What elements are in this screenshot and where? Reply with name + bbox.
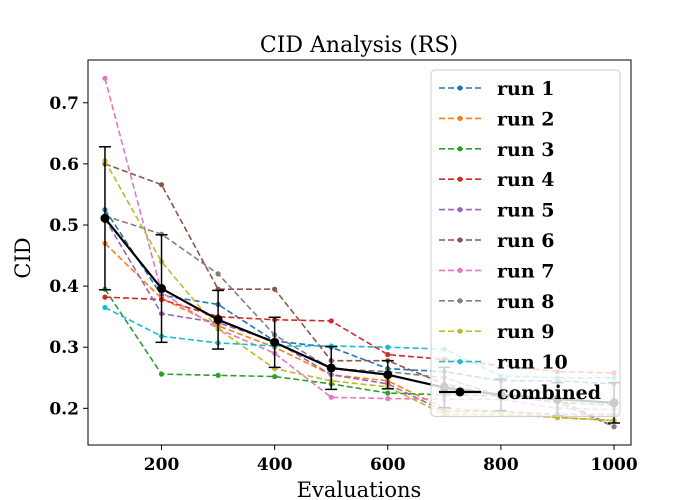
legend-item: run 2 — [439, 108, 554, 130]
legend-swatch-marker — [457, 267, 463, 273]
legend-swatch-marker — [457, 237, 463, 243]
data-point — [385, 395, 391, 402]
legend-item: run 3 — [439, 139, 554, 161]
legend-item: run 5 — [439, 200, 554, 222]
y-tick-label: 0.2 — [49, 399, 79, 419]
legend-swatch-marker — [457, 115, 463, 121]
data-point — [100, 213, 110, 223]
data-point — [157, 284, 167, 294]
data-point — [102, 75, 108, 81]
y-tick-label: 0.3 — [49, 338, 79, 358]
legend-swatch-marker — [457, 359, 463, 365]
y-tick-label: 0.5 — [49, 216, 79, 236]
legend-label: run 8 — [497, 291, 554, 313]
data-point — [158, 182, 165, 188]
data-point — [385, 390, 391, 396]
data-point — [326, 363, 336, 373]
data-point — [383, 370, 393, 380]
legend-item: run 6 — [439, 230, 554, 252]
data-point — [102, 294, 108, 300]
legend-swatch-marker — [457, 328, 463, 334]
legend-label: run 7 — [497, 260, 554, 282]
legend-box — [430, 69, 621, 417]
legend-swatch-marker — [457, 176, 463, 182]
legend-item: run 10 — [439, 352, 568, 374]
data-point — [328, 394, 334, 400]
legend-swatch-marker — [457, 146, 463, 152]
legend: run 1 run 2 run 3 run 4 run 5 run 6 run 7 run 8… — [430, 69, 621, 417]
y-tick-label: 0.6 — [49, 155, 79, 175]
data-point — [385, 344, 391, 350]
chart-title: CID Analysis (RS) — [260, 33, 458, 58]
legend-label: run 1 — [497, 78, 554, 100]
x-tick-label: 600 — [370, 455, 406, 475]
data-point — [270, 337, 280, 347]
legend-item: combined — [439, 382, 601, 404]
legend-label: run 6 — [497, 230, 554, 252]
legend-swatch-marker — [455, 387, 465, 397]
legend-label: run 3 — [497, 139, 554, 161]
legend-swatch-marker — [457, 298, 463, 304]
legend-label: run 5 — [497, 200, 554, 222]
y-tick-label: 0.4 — [49, 277, 79, 297]
legend-label: run 2 — [497, 108, 554, 130]
legend-item: run 7 — [439, 260, 554, 282]
data-point — [385, 351, 391, 358]
legend-swatch-marker — [457, 207, 463, 213]
x-tick-label: 1000 — [590, 455, 637, 475]
data-point — [102, 304, 108, 311]
x-tick-label: 200 — [144, 455, 180, 475]
data-point — [272, 373, 278, 380]
legend-item: run 1 — [439, 78, 554, 100]
legend-item: run 4 — [439, 169, 554, 191]
data-point — [272, 286, 278, 292]
legend-swatch-marker — [457, 85, 463, 91]
series-line — [104, 78, 615, 411]
legend-label: combined — [497, 382, 601, 404]
axes-frame — [87, 59, 632, 446]
data-point — [215, 372, 221, 378]
legend-item: run 9 — [439, 321, 554, 343]
x-tick-label: 400 — [257, 455, 293, 475]
data-point — [215, 271, 221, 277]
series-line — [104, 163, 615, 428]
legend-label: run 10 — [497, 352, 568, 374]
data-point — [611, 424, 617, 430]
x-tick-label: 800 — [483, 455, 519, 475]
legend-item: run 8 — [439, 291, 554, 313]
y-tick-label: 0.7 — [49, 94, 79, 114]
x-axis-label: Evaluations — [297, 478, 422, 500]
legend-label: run 9 — [497, 321, 554, 343]
data-point — [158, 371, 165, 377]
data-point — [213, 315, 223, 325]
data-point — [328, 318, 334, 324]
legend-label: run 4 — [497, 169, 554, 191]
y-axis-label: CID — [11, 237, 35, 278]
